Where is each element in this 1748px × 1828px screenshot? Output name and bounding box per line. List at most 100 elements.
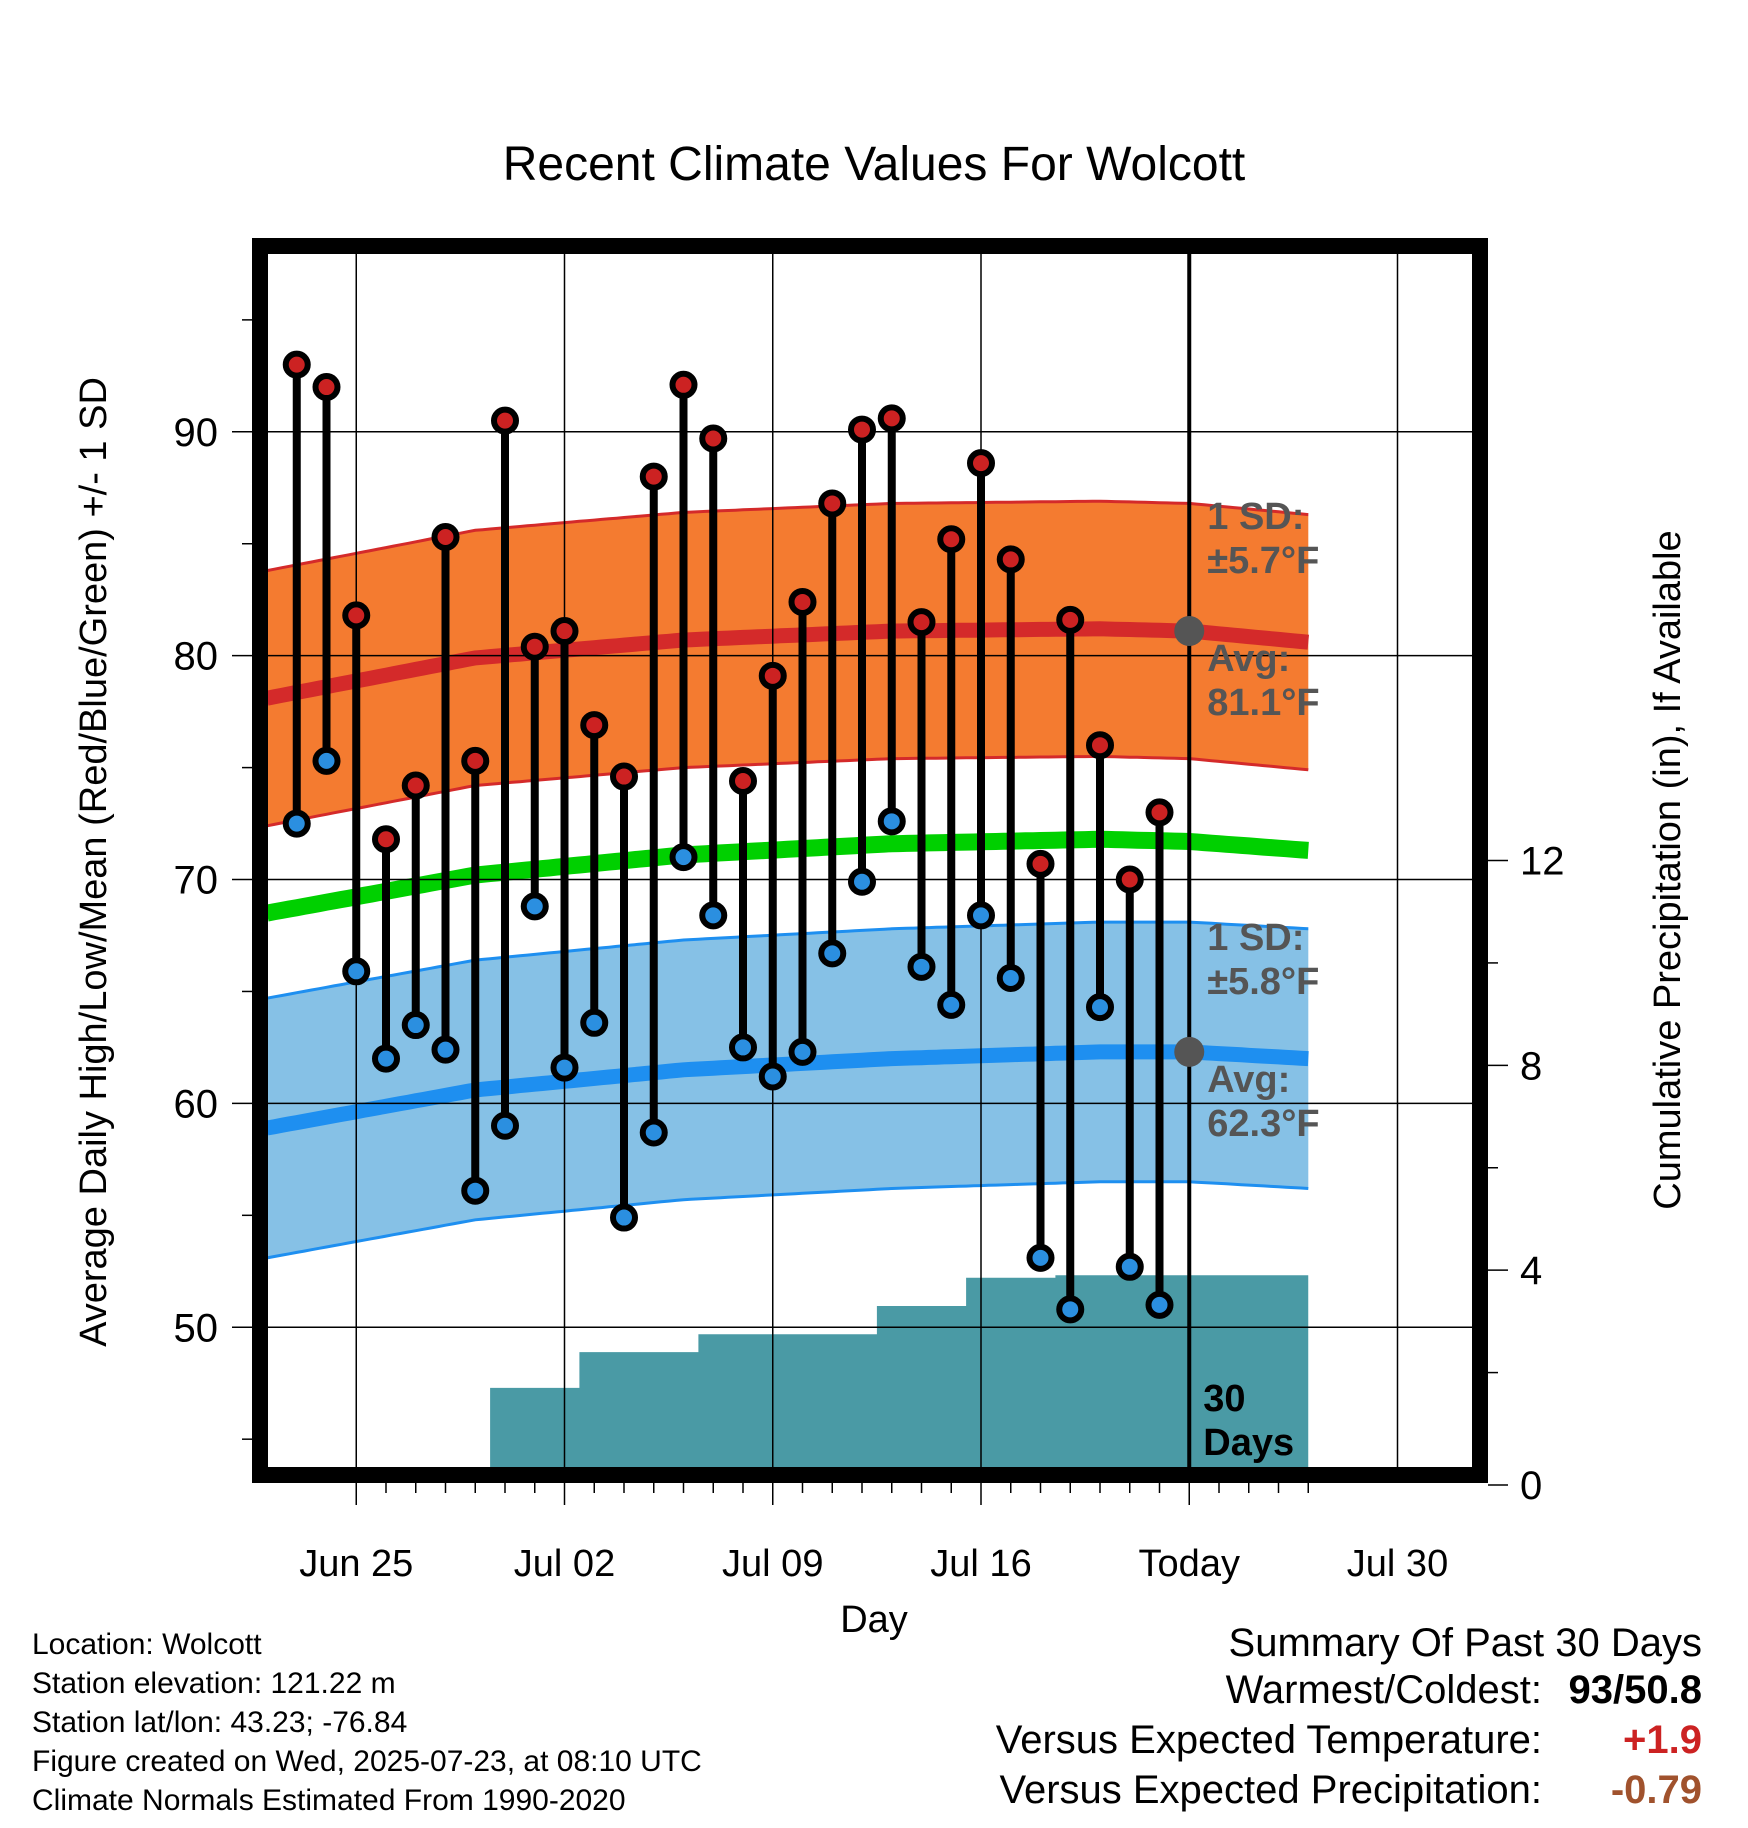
y2-tick-label: 12 (1520, 840, 1565, 884)
x-tick-label: Jul 02 (514, 1543, 615, 1585)
daily-high-point (699, 424, 728, 453)
daily-high-point (639, 462, 668, 491)
low-sd-upper-edge (266, 920, 1309, 1000)
daily-high-point (372, 825, 400, 854)
cumulative-precip-area (267, 1275, 1309, 1475)
daily-low-point (491, 1111, 519, 1140)
summary-panel: Summary Of Past 30 Days Warmest/Coldest:… (802, 1618, 1702, 1818)
daily-low-point (967, 901, 995, 930)
y-tick-label: 80 (174, 635, 219, 679)
daily-high-point (1145, 798, 1174, 827)
daily-high-point (550, 617, 579, 646)
plot-inner (260, 246, 1480, 1475)
elevation-text: Station elevation: 121.22 m (32, 1667, 396, 1700)
temp-value: +1.9 (1623, 1718, 1702, 1762)
high-avg-value: 81.1°F (1207, 682, 1319, 724)
daily-low-point (1115, 1252, 1144, 1281)
chart-title: Recent Climate Values For Wolcott (503, 138, 1246, 191)
daily-low-point (580, 1008, 609, 1037)
daily-high-point (758, 661, 787, 690)
warmest-value: 93 (1568, 1668, 1614, 1712)
daily-high-point (729, 767, 757, 796)
high-sd-value: ±5.7°F (1207, 540, 1319, 582)
daily-high-point (848, 415, 876, 444)
daily-high-point (491, 406, 519, 435)
normals-text: Climate Normals Estimated From 1990-2020 (32, 1784, 626, 1817)
precip-value: -0.79 (1610, 1768, 1702, 1812)
daily-low-point (639, 1118, 668, 1147)
daily-low-point (610, 1203, 638, 1232)
daily-high-point (937, 525, 966, 554)
daily-low-point (758, 1062, 787, 1091)
daily-high-point (610, 762, 638, 791)
y-tick-label: 90 (174, 411, 219, 455)
daily-high-point (1115, 865, 1144, 894)
daily-high-point (1026, 849, 1055, 878)
y-tick-label: 60 (174, 1082, 219, 1126)
high-sd-band (267, 501, 1309, 826)
today-high-avg-marker (1174, 616, 1205, 647)
daily-low-point (996, 964, 1025, 993)
daily-low-point (669, 843, 698, 872)
daily-low-point (312, 746, 341, 775)
daily-high-point (342, 601, 371, 630)
daily-low-point (342, 957, 371, 986)
normal-low-line (265, 1044, 1309, 1136)
daily-high-point (996, 545, 1025, 574)
low-sd-lower-edge (266, 1180, 1309, 1260)
low-avg-label: Avg: (1207, 1059, 1290, 1101)
x-axis-label: Day (840, 1599, 908, 1641)
daily-low-point (1145, 1290, 1174, 1319)
daily-low-point (550, 1053, 579, 1082)
station-info: Location: Wolcott Station elevation: 121… (32, 1625, 852, 1820)
y2-tick-label: 0 (1520, 1464, 1542, 1508)
daily-low-point (848, 867, 876, 896)
today-low-avg-marker (1174, 1036, 1205, 1067)
created-text: Figure created on Wed, 2025-07-23, at 08… (32, 1745, 702, 1778)
days-count-number: 30 (1203, 1378, 1245, 1420)
x-tick-label: Jul 30 (1347, 1543, 1448, 1585)
daily-high-point (312, 373, 341, 402)
high-sd-lower-edge (266, 754, 1309, 828)
daily-high-point (1056, 605, 1085, 634)
normal-high-line (265, 621, 1309, 706)
daily-high-point (1086, 731, 1114, 760)
daily-low-point (431, 1035, 460, 1064)
daily-high-point (520, 632, 549, 661)
precip-label: Versus Expected Precipitation: (999, 1768, 1542, 1812)
daily-low-point (282, 809, 311, 838)
y2-tick-label: 4 (1520, 1249, 1542, 1293)
daily-low-point (1056, 1295, 1085, 1324)
x-tick-label: Jul 09 (722, 1543, 823, 1585)
y2-axis-label: Cumulative Precipitation (in), If Availa… (1647, 530, 1689, 1209)
daily-low-point (937, 990, 966, 1019)
temp-label: Versus Expected Temperature: (995, 1718, 1542, 1762)
daily-high-point (907, 608, 936, 637)
location-text: Location: Wolcott (32, 1628, 262, 1661)
coldest-value: 50.8 (1624, 1668, 1702, 1712)
x-tick-label: Today (1139, 1543, 1240, 1585)
low-sd-band (267, 922, 1309, 1258)
daily-low-point (729, 1033, 757, 1062)
daily-high-point (788, 587, 817, 616)
plot-frame (252, 238, 1488, 1483)
daily-high-point (669, 370, 698, 399)
y2-tick-label: 8 (1520, 1044, 1542, 1088)
daily-low-point (788, 1037, 817, 1066)
warm-cold-value: 93/50.8 (1568, 1668, 1702, 1712)
daily-low-point (818, 939, 847, 968)
daily-high-point (461, 746, 490, 775)
daily-low-point (907, 952, 936, 981)
low-avg-value: 62.3°F (1207, 1103, 1319, 1145)
high-sd-label: 1 SD: (1207, 496, 1304, 538)
daily-high-point (967, 449, 995, 478)
warm-cold-label: Warmest/Coldest: (1225, 1668, 1542, 1712)
normal-mean-line (265, 830, 1309, 922)
daily-low-point (372, 1044, 400, 1073)
temp-row: Versus Expected Temperature: +1.9 (802, 1718, 1702, 1768)
high-avg-label: Avg: (1207, 638, 1290, 680)
daily-high-point (580, 711, 609, 740)
warm-cold-row: Warmest/Coldest: 93/50.8 (802, 1668, 1702, 1718)
daily-high-point (818, 489, 847, 518)
